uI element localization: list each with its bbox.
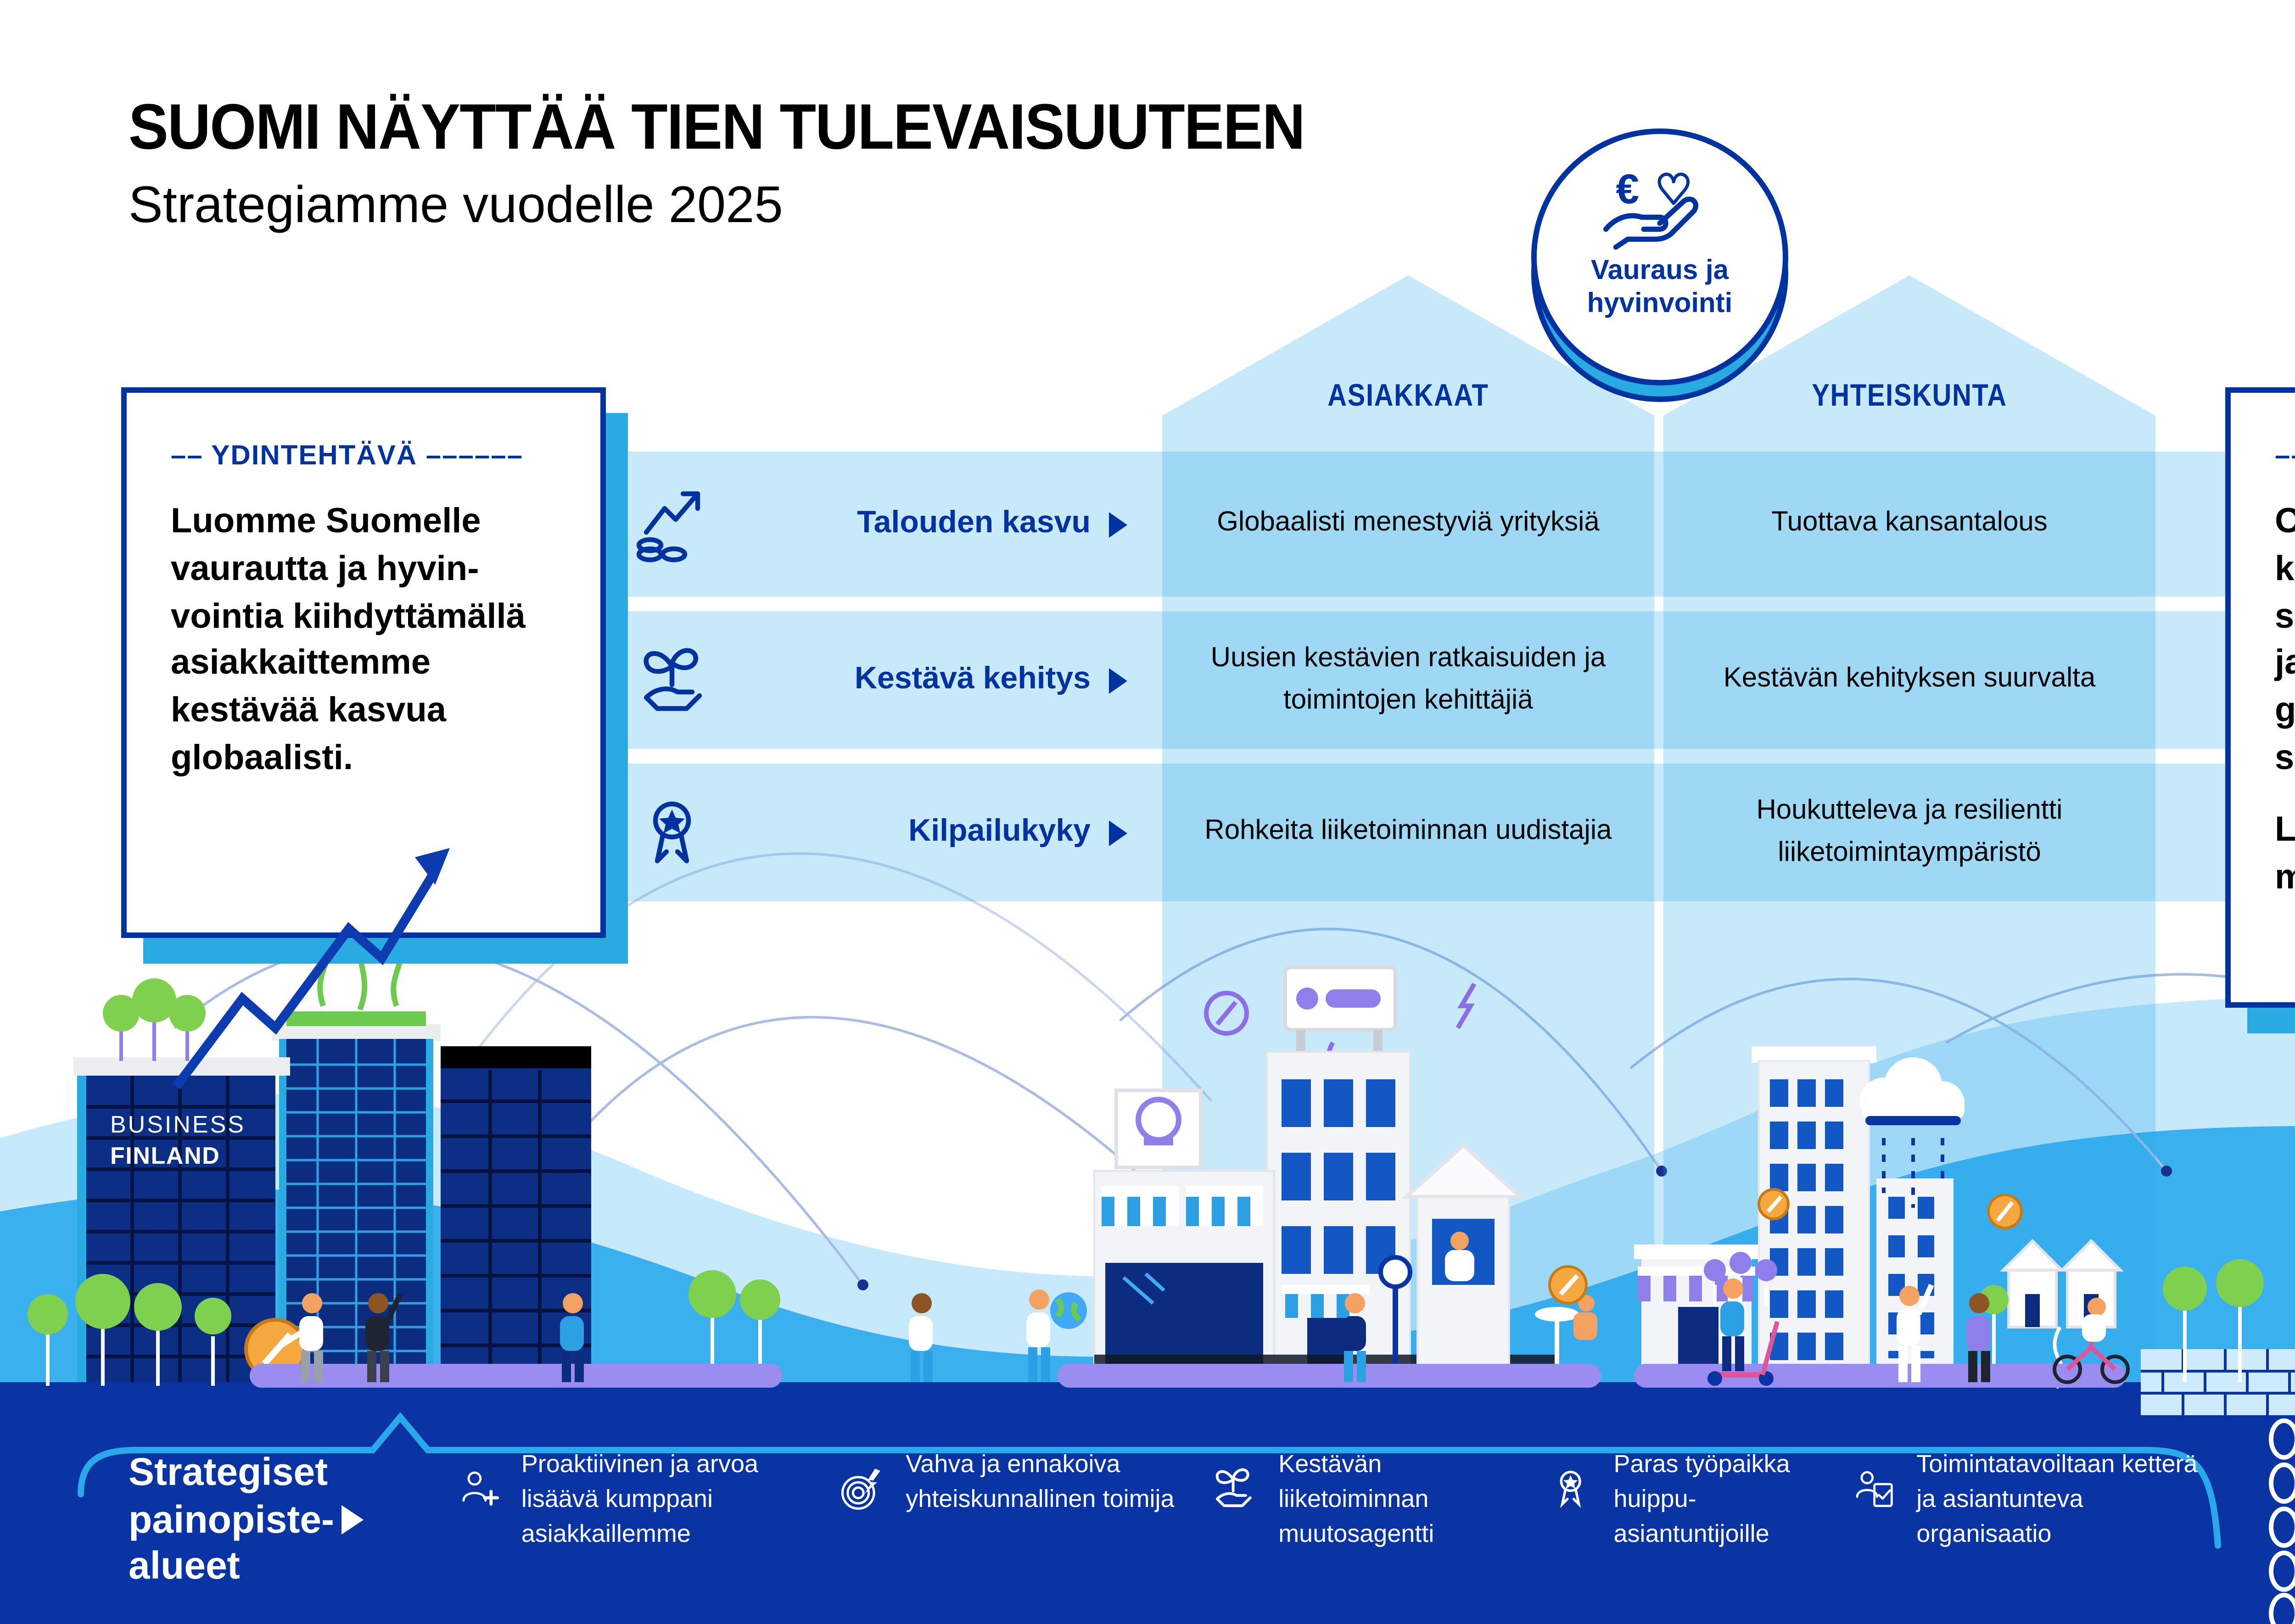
row-band-kilpailukyky: [617, 764, 2258, 901]
mission-box: –– YDINTEHTÄVÄ –––––– Luomme Suomelle vau…: [121, 387, 606, 938]
column-header-asiakkaat: ASIAKKAAT: [1327, 378, 1489, 413]
row-talouden-kasvu: Talouden kasvu: [632, 452, 1127, 597]
strategic-item-text: Proaktiivinen ja arvoa lisäävä kumppani …: [521, 1450, 759, 1548]
sidewalks: [250, 1364, 2126, 1388]
network-arcs: [174, 852, 2295, 1286]
pier-icon: [2141, 1349, 2295, 1415]
strategic-arrow-icon: [341, 1505, 364, 1535]
hand-euro-heart-icon: € ♥: [1603, 164, 1699, 250]
svg-text:♥: ♥: [1656, 166, 1691, 213]
economic-growth-icon: [636, 490, 700, 562]
row-label: Kestävä kehitys: [854, 661, 1091, 696]
vision-paragraph-2: Luomme maailmanluokanmenestystarinoita.: [2275, 811, 2295, 897]
cyclist: [2053, 1298, 2130, 1384]
row-label: Kilpailukyky: [908, 813, 1091, 848]
svg-text:€: €: [1616, 166, 1639, 212]
street-ground: [0, 1382, 2295, 1624]
vision-box: –– VISIO ––––––––––––––– Olemme loistavi…: [2225, 387, 2295, 1008]
row-band-kestava-kehitys: [617, 611, 2258, 749]
scooter-rider: [1707, 1278, 1780, 1386]
row-arrow-icon: [1109, 667, 1127, 693]
row-kilpailukyky: Kilpailukyky: [632, 764, 1127, 901]
building-sign-line1: BUSINESS: [110, 1111, 246, 1138]
goal-badge: € ♥ Vauraus ja hyvinvointi: [1531, 128, 1788, 402]
sustainable-development-icon: [644, 647, 702, 710]
row-band-talouden-kasvu: [617, 452, 2258, 597]
goal-label-line1: Vauraus ja: [1590, 255, 1729, 286]
strategic-item-4: Paras työpaikka huippu-asiantuntijoille: [1548, 1446, 1842, 1552]
strategic-item-text: Paras työpaikka huippu-asiantuntijoille: [1613, 1450, 1790, 1548]
strategic-item-1: Proaktiivinen ja arvoa lisäävä kumppani …: [459, 1446, 826, 1552]
row-label: Talouden kasvu: [857, 505, 1091, 540]
mission-title: –– YDINTEHTÄVÄ ––––––: [171, 441, 523, 472]
goal-label-line2: hyvinvointi: [1587, 288, 1733, 319]
vision-paragraph-1: Olemme loistaviakehittämään ja jalostama…: [2275, 503, 2295, 779]
row-kestava-kehitys: Kestävä kehitys: [632, 611, 1127, 749]
competitiveness-icon: [653, 800, 691, 863]
cell-kestava-kehitys-asiakkaat: Uusien kestävien ratkaisuiden ja toimint…: [1210, 642, 1606, 715]
cell-kilpailukyky-yhteiskunta: Houkutteleva ja resilientti liiketoimint…: [1756, 795, 2063, 867]
strategic-item-text: Toimintatavoiltaan ketterä ja asiantunte…: [1916, 1450, 2198, 1548]
column-header-yhteiskunta: YHTEISKUNTA: [1812, 378, 2007, 413]
best-workplace-award-icon: [1560, 1471, 1581, 1508]
trees: [28, 1252, 2264, 1386]
cell-kilpailukyky-asiakkaat: Rohkeita liiketoiminnan uudistajia: [1204, 815, 1612, 847]
strategy-brace: [78, 1412, 2221, 1549]
building-sign-line2: FINLAND: [110, 1142, 220, 1169]
strategic-item-text: Kestävän liiketoiminnan muutosagentti: [1278, 1450, 1434, 1548]
building-sign: BUSINESS FINLAND: [110, 1109, 246, 1171]
cell-talouden-kasvu-asiakkaat: Globaalisti menestyviä yrityksiä: [1217, 507, 1600, 538]
strategic-item-2: Vahva ja ennakoiva yhteiskunnallinen toi…: [837, 1446, 1186, 1531]
row-arrow-icon: [1109, 511, 1127, 537]
row-arrow-icon: [1109, 820, 1127, 845]
small-houses: [1999, 1239, 2124, 1328]
city-right-buildings: [1634, 1046, 2124, 1389]
page-subtitle: Strategiamme vuodelle 2025: [129, 176, 783, 233]
cell-talouden-kasvu-yhteiskunta: Tuottava kansantalous: [1771, 507, 2048, 538]
strategic-item-text: Vahva ja ennakoiva yhteiskunnallinen toi…: [906, 1450, 1175, 1513]
strategic-areas-heading: Strategiset painopiste- alueet: [129, 1452, 335, 1588]
mission-body: Luomme Suomelle vaurautta ja hyvin- voint…: [171, 503, 526, 779]
people: [279, 1278, 2130, 1386]
sustainable-hand-sprout-icon: [1215, 1468, 1252, 1507]
page-title: SUOMI NÄYTTÄÄ TIEN TULEVAISUUTEEN: [129, 92, 1305, 163]
societal-target-bolt-icon: [841, 1468, 880, 1510]
cell-kestava-kehitys-yhteiskunta: Kestävän kehityksen suurvalta: [1723, 663, 2096, 694]
agile-organisation-checklist-icon: [1856, 1471, 1893, 1507]
vision-title: –– VISIO –––––––––––––––: [2275, 441, 2295, 472]
cloud-icon: [1860, 1057, 1965, 1208]
strategic-item-3: Kestävän liiketoiminnan muutosagentti: [1208, 1446, 1529, 1552]
chain-ladder-icon: [2269, 1418, 2295, 1624]
partner-person-plus-icon: [462, 1471, 499, 1506]
strategic-item-5: Toimintatavoiltaan ketterä ja asiantunte…: [1854, 1446, 2212, 1552]
